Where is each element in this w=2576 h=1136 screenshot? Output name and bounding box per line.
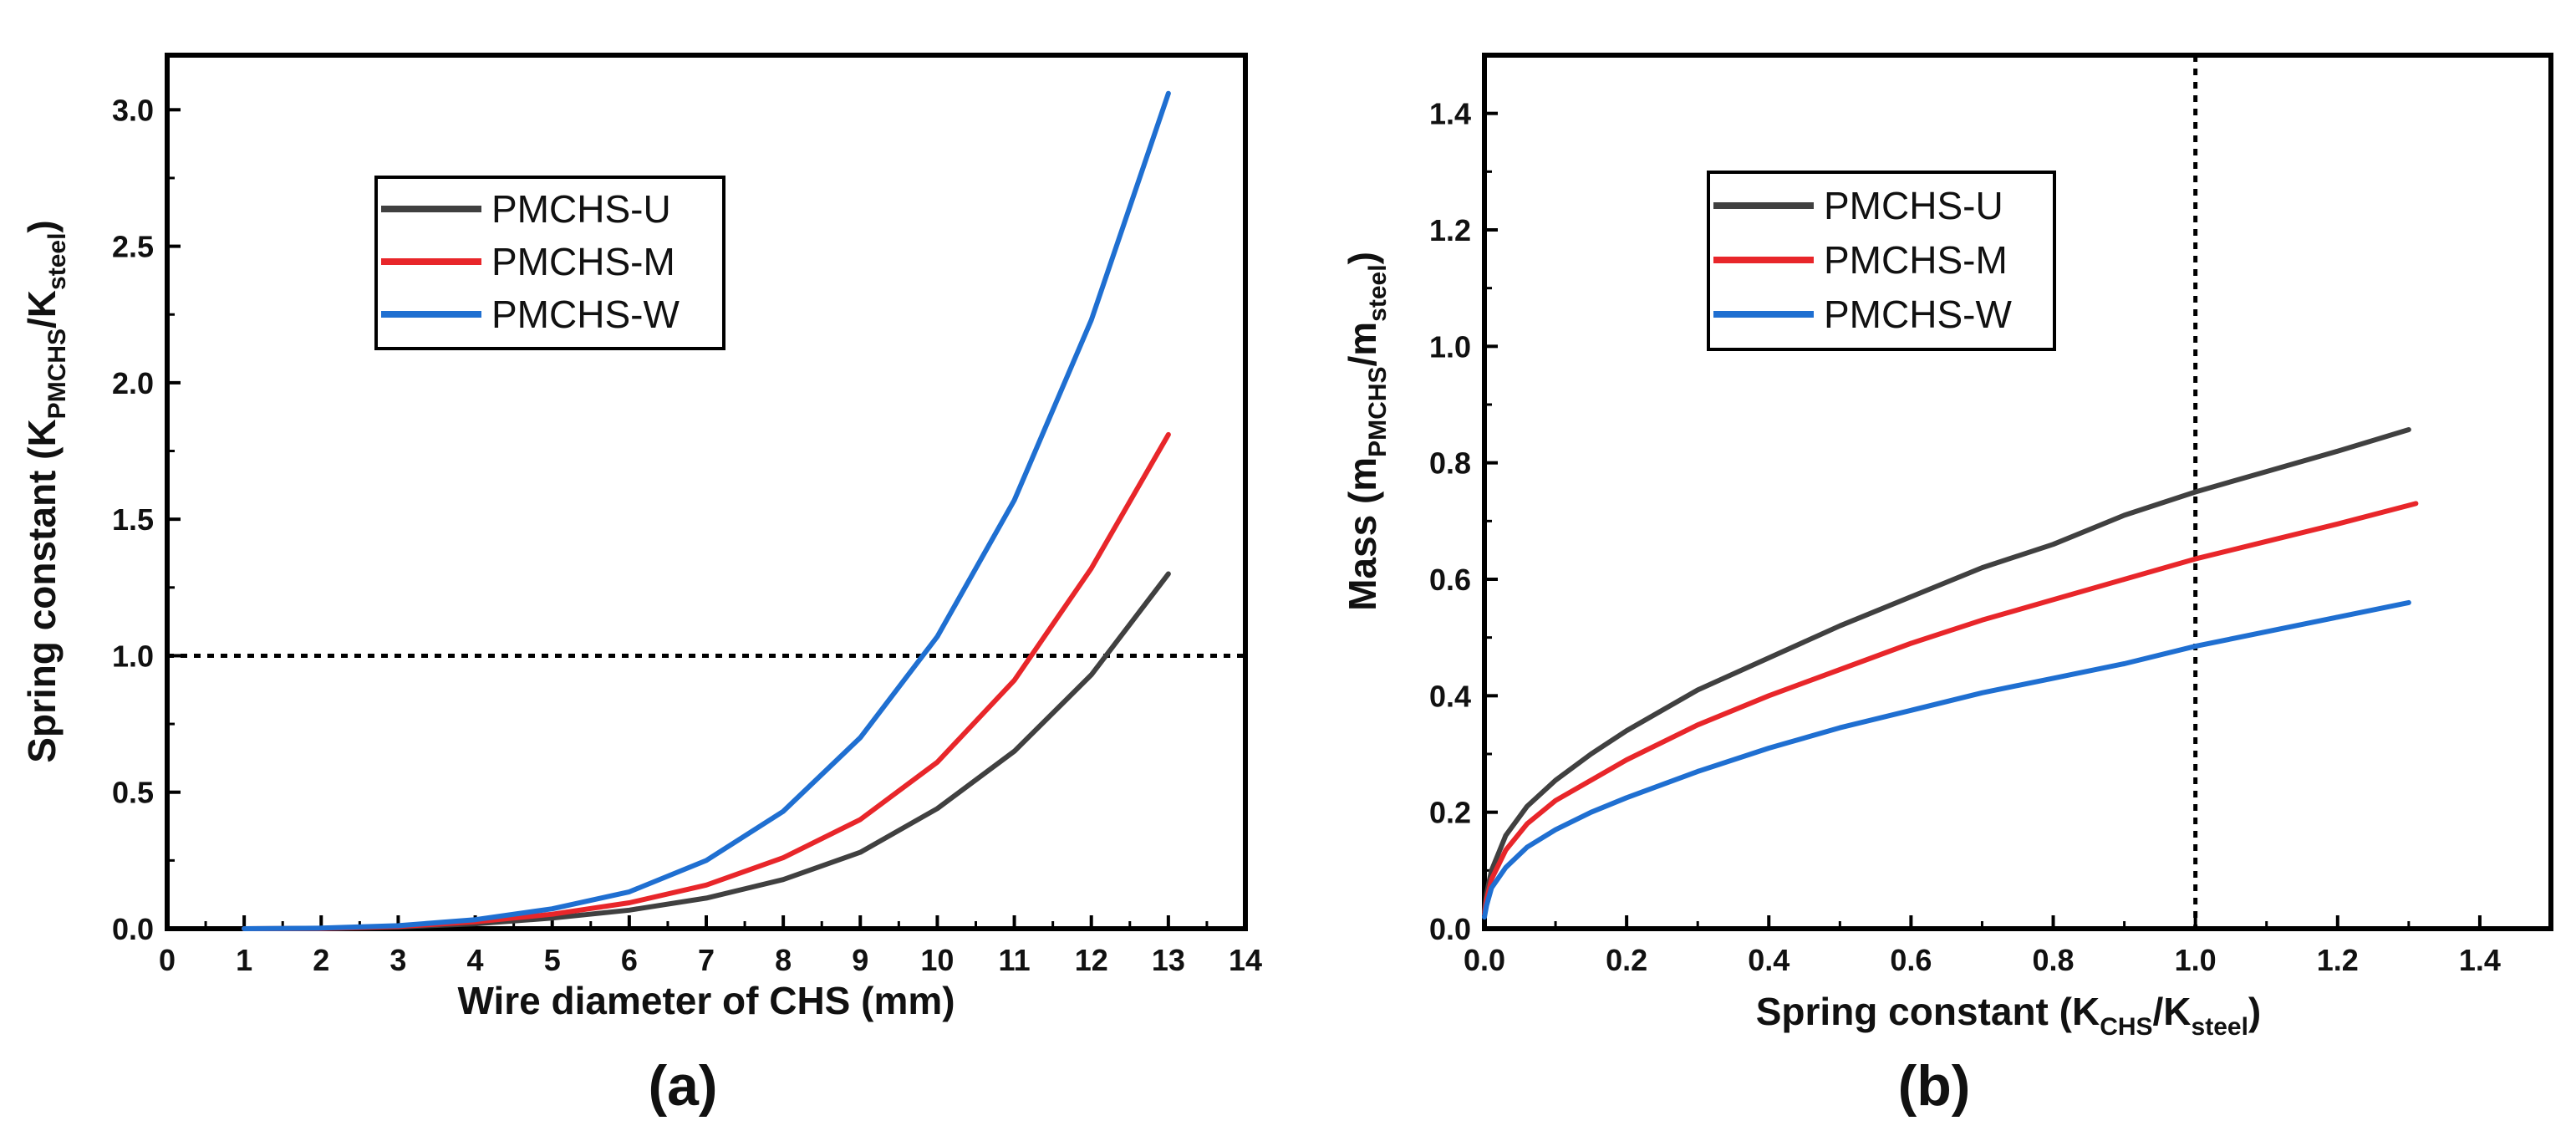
panel-b-x-tick-label: 0.4 xyxy=(1748,943,1789,977)
panel-a-y-tick-label: 0.5 xyxy=(112,776,154,810)
panel-a-caption-label: (a) xyxy=(648,1054,717,1118)
panel-a-x-axis-label: Wire diameter of CHS (mm) xyxy=(457,979,955,1022)
panel-b-series-line-pmchs-u xyxy=(1482,427,2411,914)
panel-b-legend-label-m: PMCHS-M xyxy=(1824,238,2008,282)
panel-a-x-tick-label: 9 xyxy=(852,943,868,977)
panel-a-x-tick-label: 13 xyxy=(1152,943,1185,977)
panel-a-legend-label-m: PMCHS-M xyxy=(491,240,675,283)
panel-b-series-line-pmchs-m xyxy=(1482,501,2419,917)
panel-b-x-axis-label: Spring constant (KCHS/Ksteel) xyxy=(1756,990,2262,1041)
panel-b-x-tick-label: 1.0 xyxy=(2175,943,2217,977)
panel-b-y-tick-label: 0.8 xyxy=(1429,446,1471,481)
panel-a-y-tick-label: 2.0 xyxy=(112,366,154,400)
panel-a-y-tick-label: 0.0 xyxy=(112,912,154,946)
panel-a-x-tick-label: 2 xyxy=(313,943,329,977)
panel-b-y-axis-label: Mass (mPMCHS/msteel) xyxy=(1341,252,1392,611)
panel-a: 0 1 2 3 4 5 6 7 8 9 10 11 12 13 14 0.00.51.01.52.02.53… xyxy=(20,53,1262,1118)
panel-b-y-tick-label: 0.2 xyxy=(1429,796,1471,830)
panel-b-x-ticks: 0.0 0.2 0.4 0.6 0.8 1.0 1.2 1.4 xyxy=(1464,915,2501,977)
panel-a-series-lines xyxy=(242,90,1171,931)
panel-a-x-tick-label: 4 xyxy=(467,943,484,977)
panel-a-x-tick-label: 10 xyxy=(920,943,954,977)
panel-b-y-tick-label: 0.0 xyxy=(1429,912,1471,946)
panel-b-legend-label-w: PMCHS-W xyxy=(1824,293,2012,336)
panel-a-x-tick-label: 3 xyxy=(389,943,406,977)
panel-a-y-tick-label: 1.5 xyxy=(112,502,154,537)
panel-b-x-tick-label: 0.6 xyxy=(1890,943,1932,977)
panel-a-x-tick-label: 11 xyxy=(999,943,1031,977)
panel-a-y-tick-label: 2.5 xyxy=(112,230,154,264)
panel-a-x-tick-label: 1 xyxy=(236,943,252,977)
panel-b-x-tick-label: 0.8 xyxy=(2033,943,2075,977)
panel-b-y-tick-label: 1.0 xyxy=(1429,329,1471,364)
panel-b-series-line-pmchs-w xyxy=(1482,599,2411,920)
panel-b-y-tick-label: 1.4 xyxy=(1429,97,1471,131)
panel-a-x-tick-label: 5 xyxy=(544,943,561,977)
panel-a-x-tick-label: 7 xyxy=(698,943,715,977)
panel-b: 0.0 0.2 0.4 0.6 0.8 1.0 1.2 1.4 0.0 0.2 0.4 0.6 0.8… xyxy=(1341,53,2553,1118)
panel-a-y-ticks: 0.0 0.5 1.0 1.5 2.0 2.5 3.0 xyxy=(112,93,181,946)
panel-b-caption-label: (b) xyxy=(1898,1054,1971,1118)
panel-a-x-tick-label: 8 xyxy=(775,943,792,977)
panel-a-y-axis-label: Spring constant (KPMCHS/Ksteel) xyxy=(20,220,71,763)
panel-a-legend-label-w: PMCHS-W xyxy=(491,293,680,336)
panel-a-x-tick-label: 6 xyxy=(621,943,638,977)
panel-a-x-tick-label: 12 xyxy=(1075,943,1108,977)
panel-a-y-tick-label: 3.0 xyxy=(112,93,154,127)
panel-b-y-ticks: 0.0 0.2 0.4 0.6 0.8 1.0 1.2 1.4 xyxy=(1429,97,1498,946)
panel-b-x-tick-label: 1.4 xyxy=(2459,943,2501,977)
panel-a-legend-label-u: PMCHS-U xyxy=(491,187,671,231)
panel-b-legend: PMCHS-U PMCHS-M PMCHS-W xyxy=(1707,171,2056,351)
panel-a-x-tick-label: 14 xyxy=(1229,943,1262,977)
panel-a-x-tick-label: 0 xyxy=(159,943,176,977)
panel-a-legend: PMCHS-U PMCHS-M PMCHS-W xyxy=(374,176,725,350)
panel-a-y-tick-label: 1.0 xyxy=(112,639,154,673)
panel-b-legend-label-u: PMCHS-U xyxy=(1824,184,2003,227)
panel-b-series-lines xyxy=(1482,427,2419,920)
panel-b-y-tick-label: 1.2 xyxy=(1429,213,1471,247)
panel-b-x-tick-label: 1.2 xyxy=(2317,943,2359,977)
panel-a-series-line-pmchs-w xyxy=(242,90,1171,931)
panel-b-x-tick-label: 0.0 xyxy=(1464,943,1505,977)
panel-b-y-tick-label: 0.4 xyxy=(1429,679,1471,713)
panel-b-x-tick-label: 0.2 xyxy=(1606,943,1647,977)
panel-b-y-tick-label: 0.6 xyxy=(1429,563,1471,597)
